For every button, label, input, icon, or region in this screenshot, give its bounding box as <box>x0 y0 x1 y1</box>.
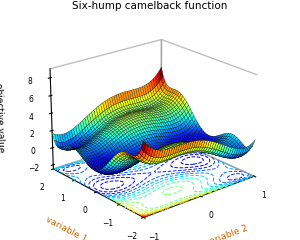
Y-axis label: variable 1: variable 1 <box>44 215 88 240</box>
X-axis label: variable 2: variable 2 <box>204 223 250 240</box>
Title: Six-hump camelback function: Six-hump camelback function <box>72 1 228 11</box>
